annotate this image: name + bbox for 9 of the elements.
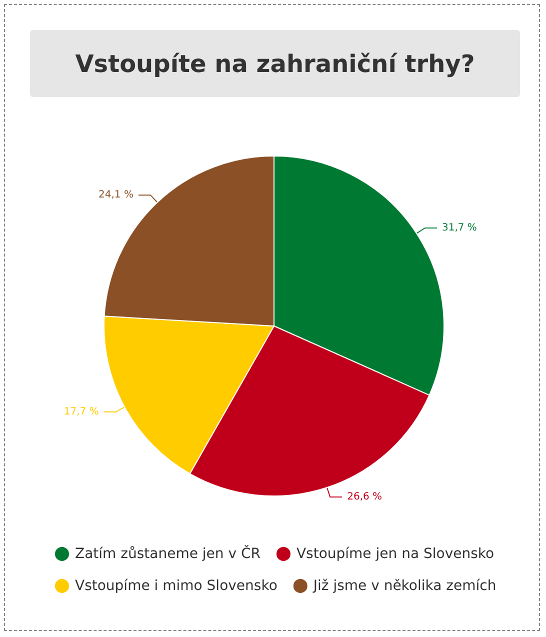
chart-title: Vstoupíte na zahraniční trhy?: [30, 30, 520, 97]
legend-label: Zatím zůstaneme jen v ČR: [75, 545, 261, 562]
data-label: 26,6 %: [347, 492, 382, 503]
legend-label: Již jsme v několika zemích: [312, 578, 496, 594]
legend-label: Vstoupíme i mimo Slovensko: [75, 578, 278, 594]
data-label: 17,7 %: [64, 406, 99, 418]
data-label: 24,1 %: [98, 190, 134, 201]
legend-label: Vstoupíme jen na Slovensko: [296, 546, 494, 562]
data-label: 31,7 %: [442, 222, 477, 234]
